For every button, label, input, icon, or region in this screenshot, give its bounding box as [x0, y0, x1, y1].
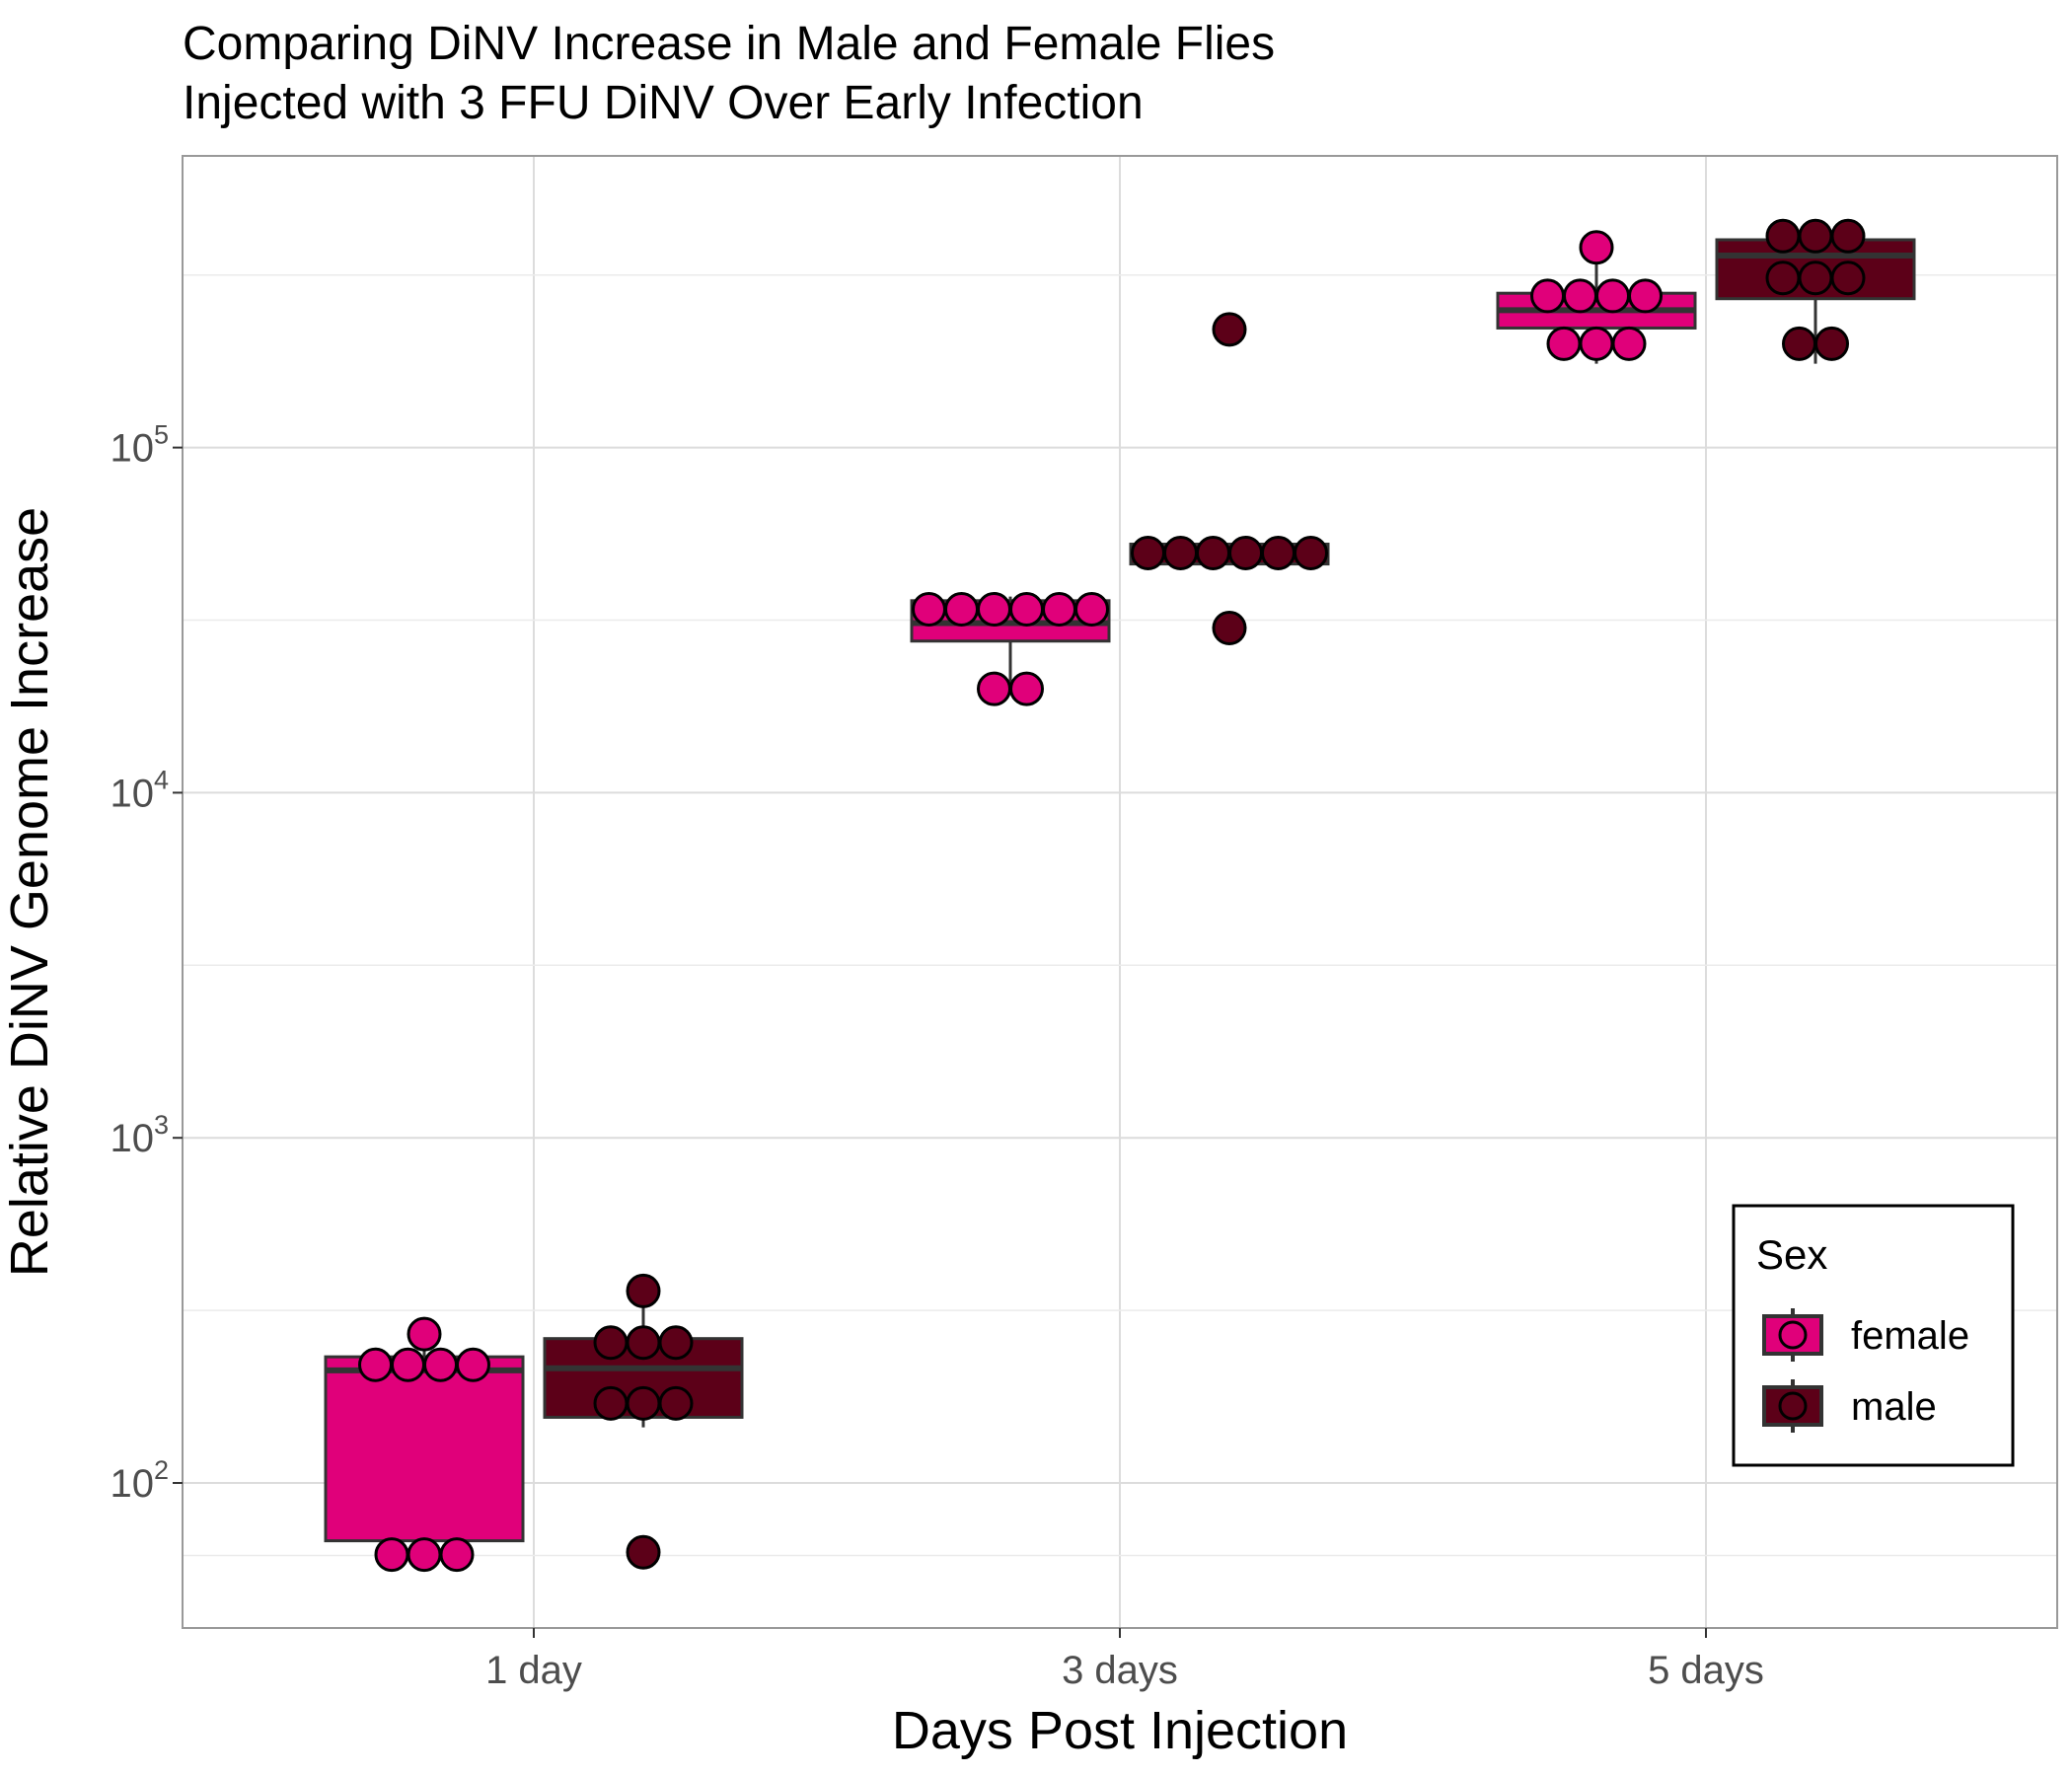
- point-female-1-5: [391, 1347, 425, 1382]
- point-female-3-6: [1595, 278, 1630, 314]
- point-female-2-7: [1042, 592, 1076, 628]
- point-female-3-2: [1579, 326, 1614, 361]
- point-male-2-8: [1212, 312, 1247, 347]
- point-male-1-4: [658, 1385, 694, 1421]
- point-female-2-8: [1074, 592, 1109, 628]
- legend-key-female-point: [1778, 1320, 1808, 1350]
- x-tick-label-1: 1 day: [485, 1649, 582, 1692]
- point-female-3-5: [1563, 278, 1597, 314]
- x-tick-label-2: 3 days: [1062, 1649, 1178, 1692]
- tick-layer: 102 103 104 105 1 day 3 days 5 days: [110, 420, 1763, 1692]
- point-female-2-6: [1009, 592, 1044, 628]
- point-male-1-3: [626, 1385, 661, 1421]
- y-tick-label-2: 103: [110, 1110, 169, 1160]
- point-layer: [358, 218, 1866, 1573]
- point-female-3-1: [1546, 326, 1582, 361]
- point-female-1-7: [456, 1347, 490, 1382]
- legend-title: Sex: [1756, 1231, 1827, 1278]
- point-female-2-5: [977, 592, 1011, 628]
- point-male-1-5: [593, 1325, 629, 1361]
- point-male-1-8: [626, 1273, 661, 1308]
- chart-title-line-1: Comparing DiNV Increase in Male and Fema…: [183, 18, 1275, 70]
- legend-label-male: male: [1851, 1385, 1937, 1429]
- point-male-3-7: [1798, 218, 1833, 254]
- point-male-2-7: [1294, 535, 1328, 570]
- legend-key-male-point: [1778, 1391, 1808, 1421]
- point-female-3-3: [1611, 326, 1647, 361]
- y-axis-title: Relative DiNV Genome Increase: [0, 507, 59, 1277]
- point-male-1-2: [593, 1385, 629, 1421]
- box-female-1: [324, 1334, 525, 1555]
- point-female-1-1: [374, 1537, 409, 1573]
- y-tick-label-3: 104: [110, 765, 169, 815]
- y-tick-label-4: 105: [110, 420, 169, 471]
- point-female-3-4: [1530, 278, 1565, 314]
- legend: Sex female male: [1732, 1204, 2015, 1467]
- point-female-1-6: [423, 1347, 458, 1382]
- point-female-1-3: [439, 1537, 475, 1573]
- box-rect-female-1: [324, 1355, 525, 1543]
- point-male-3-2: [1814, 326, 1849, 361]
- chart-title-line-2: Injected with 3 FFU DiNV Over Early Infe…: [183, 77, 1144, 129]
- point-male-2-3: [1163, 535, 1198, 570]
- point-female-3-8: [1579, 230, 1614, 265]
- y-tick-label-1: 102: [110, 1455, 169, 1506]
- point-male-2-5: [1228, 535, 1263, 570]
- x-axis-title: Days Post Injection: [892, 1701, 1348, 1760]
- point-male-2-2: [1131, 535, 1165, 570]
- point-male-2-4: [1196, 535, 1230, 570]
- point-male-3-6: [1765, 218, 1801, 254]
- point-female-2-2: [1009, 671, 1044, 706]
- point-male-3-4: [1798, 260, 1833, 296]
- point-male-1-6: [626, 1325, 661, 1361]
- point-male-3-3: [1765, 260, 1801, 296]
- point-female-1-4: [358, 1347, 393, 1382]
- point-male-1-7: [658, 1325, 694, 1361]
- point-male-2-6: [1261, 535, 1295, 570]
- point-female-1-2: [407, 1537, 442, 1573]
- point-female-3-7: [1628, 278, 1663, 314]
- point-female-1-8: [407, 1316, 442, 1352]
- point-male-3-5: [1830, 260, 1866, 296]
- legend-label-female: female: [1851, 1314, 1969, 1358]
- x-tick-label-3: 5 days: [1648, 1649, 1764, 1692]
- point-female-2-4: [944, 592, 979, 628]
- legend-key-male: [1762, 1379, 1823, 1433]
- point-male-2-1: [1212, 611, 1247, 646]
- point-male-3-8: [1830, 218, 1866, 254]
- point-female-2-3: [912, 592, 946, 628]
- point-female-2-1: [977, 671, 1011, 706]
- point-male-3-1: [1782, 326, 1816, 361]
- point-male-1-1: [626, 1534, 661, 1570]
- legend-key-female: [1762, 1308, 1823, 1362]
